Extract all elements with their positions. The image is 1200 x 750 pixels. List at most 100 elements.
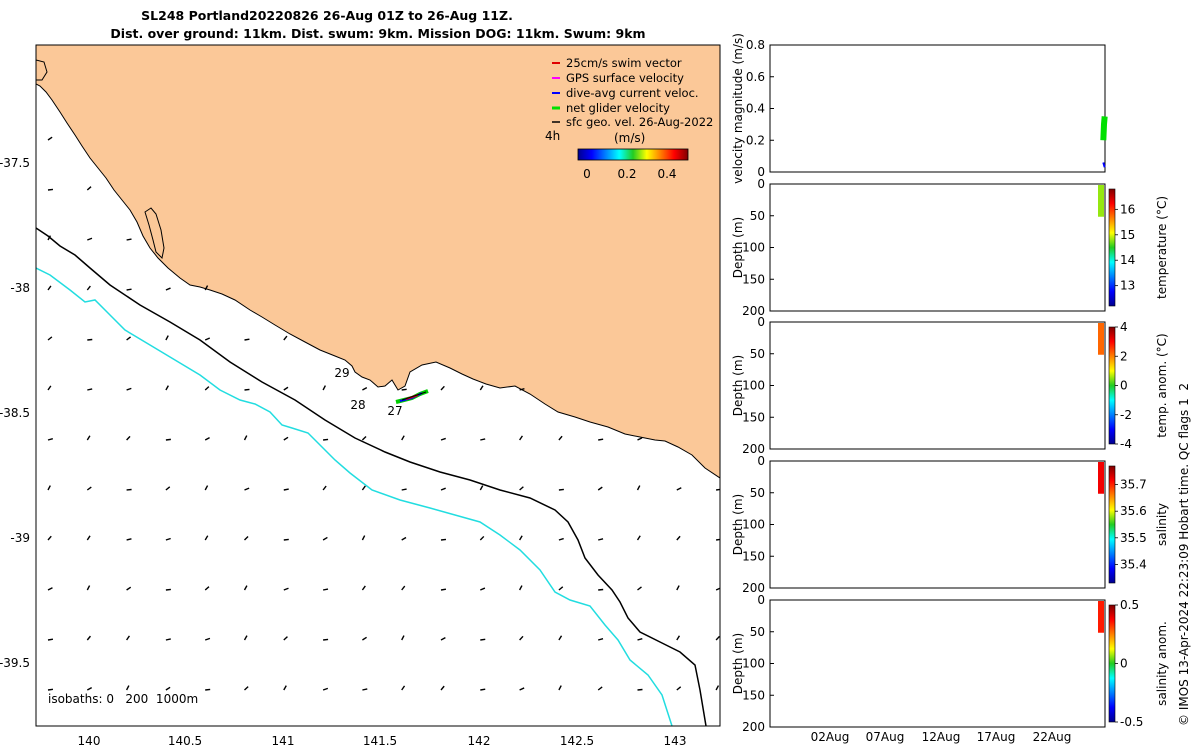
- velocity-arrow: [205, 688, 211, 691]
- velocity-arrow: [47, 485, 51, 491]
- panel-frame: [769, 460, 1106, 589]
- colorbar-tick-label: 35.7: [1120, 478, 1147, 492]
- velocity-arrow: [126, 288, 132, 291]
- velocity-arrow: [126, 635, 131, 641]
- velocity-arrow: [361, 535, 366, 541]
- velocity-arrow: [283, 488, 289, 491]
- y-tick-label: 150: [742, 549, 765, 563]
- velocity-arrow: [362, 688, 368, 691]
- velocity-arrow: [47, 535, 52, 541]
- velocity-arrow: [401, 635, 405, 641]
- y-tick--37.5: -37.5: [0, 156, 30, 170]
- velocity-arrow: [204, 485, 209, 491]
- velocity-arrow: [401, 388, 407, 391]
- velocity-arrow: [322, 485, 327, 491]
- velocity-arrow: [519, 486, 524, 491]
- velocity-arrow: [283, 636, 288, 641]
- velocity-arrow: [244, 535, 249, 541]
- panel-ylabel: Depth (m): [731, 355, 745, 416]
- colorbar-label: temperature (°C): [1155, 196, 1169, 299]
- velocity-arrow: [676, 686, 682, 691]
- colorbar-tick-label: 4: [1120, 320, 1128, 334]
- velocity-arrow: [598, 538, 604, 541]
- colorbar-tick-label: 35.5: [1120, 531, 1147, 545]
- y-tick-label: 100: [742, 657, 765, 671]
- velocity-arrow: [126, 435, 131, 441]
- map-panel: 29 28 27 isobaths: 0 200 1000m 25cm/s sw…: [0, 44, 721, 748]
- velocity-arrow: [126, 538, 132, 541]
- velocity-arrow: [518, 585, 523, 591]
- velocity-arrow: [362, 636, 367, 641]
- map-y-axis: -37.5 -38 -38.5 -39 -39.5: [0, 156, 30, 670]
- colorbar-tick-label: 15: [1120, 228, 1135, 242]
- velocity-arrow: [715, 635, 720, 641]
- legend-item-sfc-geo: sfc geo. vel. 26-Aug-2022: [566, 115, 713, 129]
- colorbar-tick-label: 16: [1120, 202, 1135, 216]
- panel-frame: [769, 44, 1106, 173]
- colorbar-tick-label: -2: [1120, 408, 1132, 422]
- velocity-arrow: [243, 585, 248, 591]
- colorbar-label: temp. anom. (°C): [1155, 333, 1169, 437]
- velocity-arrow: [401, 536, 407, 541]
- y-tick-label: 200: [742, 442, 765, 456]
- velocity-arrow: [165, 438, 171, 441]
- panel-frame: [769, 321, 1106, 450]
- velocity-arrow: [362, 387, 368, 391]
- y-tick--38: -38: [10, 281, 30, 295]
- colorbar-tick-label: 2: [1120, 349, 1128, 363]
- velocity-arrow: [244, 686, 249, 691]
- y-tick-label: 150: [742, 272, 765, 286]
- velocity-arrow: [637, 637, 643, 641]
- y-tick-label: 0: [757, 165, 765, 179]
- velocity-arrow: [126, 586, 132, 591]
- y-tick-label: 150: [742, 410, 765, 424]
- y-tick-label: 0.2: [746, 133, 765, 147]
- y-tick-label: 200: [742, 304, 765, 318]
- y-tick-label: 200: [742, 581, 765, 595]
- velocity-arrow: [558, 537, 564, 541]
- velocity-arrow: [322, 687, 329, 691]
- velocity-arrow: [165, 486, 171, 491]
- colorbar-tick-label: -0.5: [1120, 715, 1143, 729]
- velocity-arrow: [637, 688, 643, 691]
- y-tick-label: 50: [750, 209, 765, 223]
- velocity-arrow: [519, 388, 525, 391]
- velocity-arrow: [636, 535, 641, 541]
- y-tick-label: 100: [742, 518, 765, 532]
- velocity-arrow: [401, 488, 407, 491]
- x-tick-141: 141: [272, 734, 295, 748]
- velocity-arrow: [87, 388, 93, 391]
- velocity-arrow: [440, 385, 445, 391]
- y-tick--38.5: -38.5: [0, 406, 30, 420]
- velocity-arrow: [126, 387, 132, 391]
- colorbar: [1108, 188, 1116, 307]
- velocity-arrow: [126, 238, 132, 241]
- velocity-arrow: [558, 435, 563, 441]
- velocity-arrow: [47, 136, 53, 141]
- y-tick-label: 0: [757, 177, 765, 191]
- velocity-arrow: [86, 635, 91, 641]
- panel-4: 0 50 100 150 200 Depth (m) -0.5 0 0.5 salinity an…: [731, 593, 1169, 734]
- y-tick-label: 50: [750, 625, 765, 639]
- velocity-arrow: [479, 385, 484, 391]
- panel-frame: [769, 183, 1106, 312]
- isobath-1000m: [36, 267, 673, 726]
- velocity-arrow: [47, 688, 54, 691]
- time-tick-22Aug: 22Aug: [1033, 730, 1072, 744]
- colorbar-tick-label: 0.5: [1120, 598, 1139, 612]
- map-legend: 25cm/s swim vector GPS surface velocity …: [545, 56, 713, 181]
- velocity-arrow: [598, 588, 604, 591]
- legend-time-tag: 4h: [545, 129, 560, 143]
- colorbar-tick-0.2: 0.2: [617, 167, 636, 181]
- colorbar-tick-label: 35.4: [1120, 557, 1147, 571]
- panel-ylabel: Depth (m): [731, 633, 745, 694]
- land-area: [36, 45, 720, 479]
- velocity-arrow: [323, 638, 329, 641]
- y-tick-label: 0.6: [746, 70, 765, 84]
- velocity-arrow: [597, 686, 603, 691]
- y-tick-label: 50: [750, 347, 765, 361]
- surface-velocity-arrows: [47, 136, 720, 691]
- velocity-arrow: [283, 587, 289, 591]
- colorbar-title: (m/s): [614, 131, 645, 145]
